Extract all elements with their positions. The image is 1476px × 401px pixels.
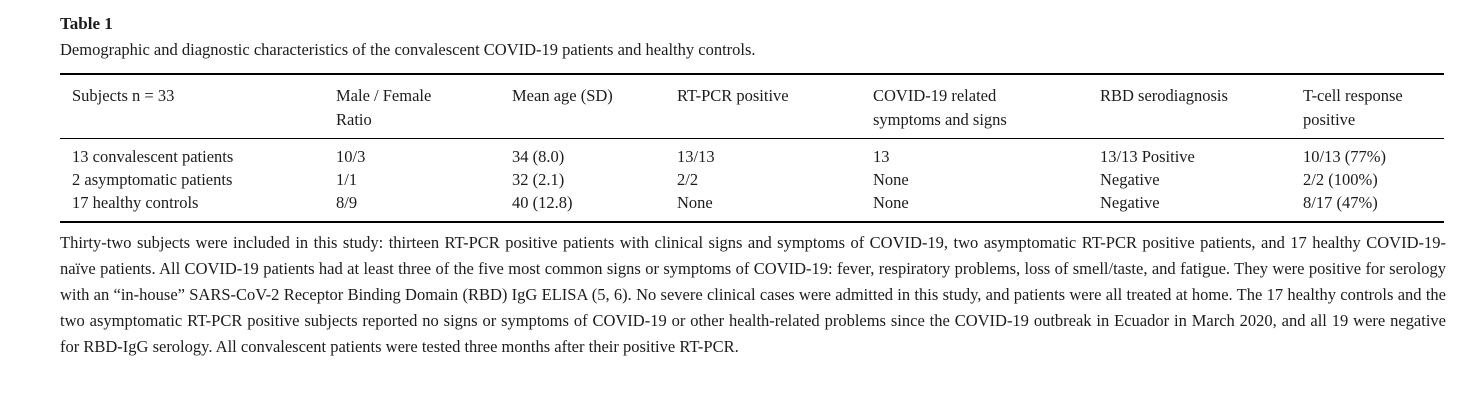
- column-header-rbd-serodiagnosis: RBD serodiagnosis: [1100, 74, 1303, 139]
- table-cell: None: [873, 191, 1100, 223]
- table-cell: Negative: [1100, 191, 1303, 223]
- table-cell: 34 (8.0): [512, 147, 565, 166]
- column-header-covid-symptoms: COVID-19 related symptoms and signs: [873, 74, 1100, 139]
- table-cell: 2/2: [677, 170, 699, 189]
- column-header-mean-age: Mean age (SD): [512, 74, 677, 139]
- table-header-row: Subjects n = 33 Male / Female Ratio Mean…: [60, 74, 1444, 139]
- table-cell: 1/1: [336, 170, 358, 189]
- table-row-asymptomatic-patients: 2 asymptomatic patients 1/1 32 (2.1) 2/2…: [60, 168, 1444, 191]
- table-cell: 13: [873, 147, 890, 166]
- table-cell: 2 asymptomatic patients: [72, 170, 233, 189]
- table-cell: None: [677, 191, 873, 223]
- table-cell: 13/13: [677, 147, 715, 166]
- column-header-male-female-ratio: Male / Female Ratio: [336, 74, 512, 139]
- table-label: Table 1: [60, 14, 113, 33]
- column-header-rtpcr-positive: RT-PCR positive: [677, 74, 873, 139]
- table-cell: 17 healthy controls: [60, 191, 336, 223]
- table-cell: 10/3: [336, 147, 366, 166]
- column-header-subjects: Subjects n = 33: [60, 74, 336, 139]
- table-cell: 13/13 Positive: [1100, 147, 1195, 166]
- table-caption: Demographic and diagnostic characteristi…: [60, 40, 756, 59]
- data-table: Subjects n = 33 Male / Female Ratio Mean…: [60, 73, 1444, 223]
- table-footnote: Thirty-two subjects were included in thi…: [60, 233, 1446, 356]
- table-row-convalescent-patients: 13 convalescent patients 10/3 34 (8.0) 1…: [60, 139, 1444, 169]
- table-cell: None: [873, 170, 909, 189]
- table-cell: 10/13 (77%): [1303, 147, 1386, 166]
- paper-table-section: Table 1 Demographic and diagnostic chara…: [60, 14, 1446, 356]
- table-cell: 8/17 (47%): [1303, 191, 1444, 223]
- column-header-tcell-response: T-cell response positive: [1303, 74, 1444, 139]
- table-cell: 2/2 (100%): [1303, 170, 1378, 189]
- table-cell: 40 (12.8): [512, 191, 677, 223]
- table-row-healthy-controls: 17 healthy controls 8/9 40 (12.8) None N…: [60, 191, 1444, 223]
- table-cell: 8/9: [336, 191, 512, 223]
- table-cell: Negative: [1100, 170, 1160, 189]
- table-cell: 13 convalescent patients: [72, 147, 234, 166]
- table-cell: 32 (2.1): [512, 170, 565, 189]
